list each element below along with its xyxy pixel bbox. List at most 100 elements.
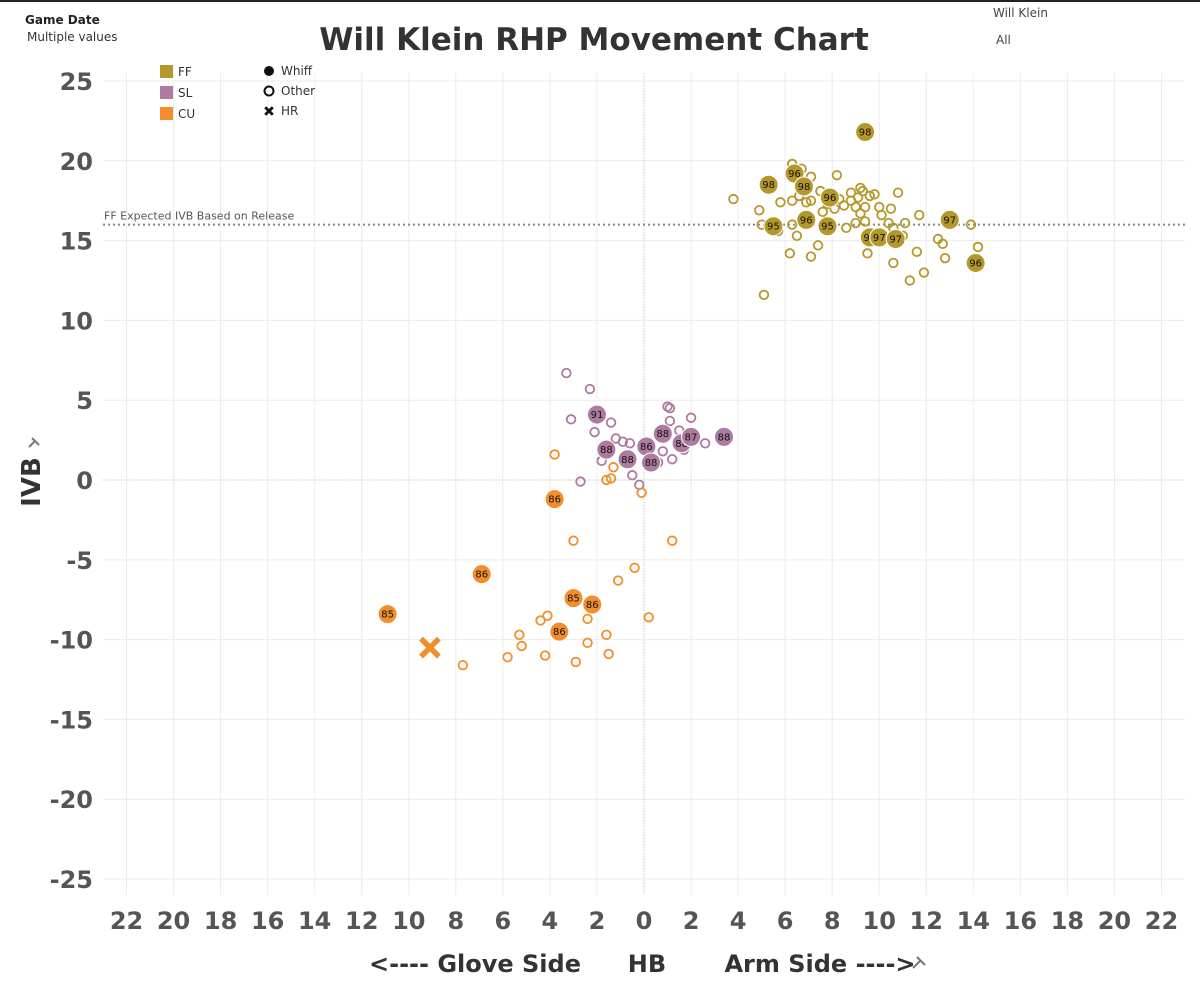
- x-tick-label: 18: [204, 907, 237, 935]
- pitch-point-sl: [575, 476, 586, 487]
- pitch-point-ff: [918, 267, 930, 278]
- y-tick-label: 20: [60, 148, 93, 176]
- pitch-point-ff: [805, 195, 817, 206]
- point-layer: 9896989896959695969797979691888886888888…: [377, 122, 986, 671]
- velocity-label: 85: [381, 610, 394, 621]
- player-filter-title: Will Klein: [993, 6, 1048, 20]
- velocity-label: 97: [873, 233, 886, 244]
- pitch-point-ff-whiff: [965, 252, 986, 273]
- x-tick-label: 8: [447, 907, 464, 935]
- pitch-point-ff: [784, 248, 796, 259]
- y-tick-label: -5: [66, 547, 93, 575]
- velocity-label: 85: [567, 594, 580, 605]
- pitch-point-cu: [516, 640, 527, 652]
- y-tick-label: 5: [76, 387, 93, 415]
- grid-layer: [103, 73, 1185, 895]
- velocity-label: 88: [656, 429, 669, 440]
- pitch-point-ff: [859, 216, 871, 227]
- axis-titles: <---- Glove Side HB Arm Side ----> IVB: [17, 437, 926, 978]
- y-tick-label: -10: [50, 627, 93, 655]
- pitch-point-ff: [728, 193, 739, 205]
- x-tick-label: 12: [910, 907, 943, 935]
- pitch-point-ff-whiff: [763, 216, 784, 237]
- x-tick-label: 16: [251, 907, 284, 935]
- x-tick-label: 12: [345, 907, 378, 935]
- pitch-point-ff: [857, 185, 868, 197]
- x-axis-title-arm: Arm Side ---->: [724, 950, 915, 978]
- x-tick-label: 6: [777, 907, 794, 935]
- pitch-point-sl: [664, 415, 676, 427]
- velocity-label: 98: [798, 182, 811, 193]
- pitch-point-sl-whiff: [713, 426, 734, 447]
- velocity-label: 86: [586, 600, 599, 611]
- pitch-point-sl: [667, 454, 678, 465]
- pin-icon: [912, 956, 926, 969]
- y-tick-label: 0: [76, 467, 93, 495]
- legend-swatch-sl: [160, 86, 173, 99]
- pitch-point-sl-whiff: [681, 426, 702, 447]
- pitch-point-sl: [657, 446, 669, 457]
- x-tick-label: 10: [392, 907, 425, 935]
- velocity-label: 88: [718, 432, 731, 443]
- pitch-point-cu: [535, 615, 546, 626]
- x-tick-label: 14: [298, 907, 331, 935]
- game-date-filter[interactable]: Game Date Multiple values: [25, 13, 118, 44]
- pitch-point-sl: [617, 436, 629, 447]
- pitch-point-ff: [911, 246, 923, 257]
- whiff-legend-icon: [264, 66, 274, 76]
- pin-icon: [28, 437, 40, 448]
- pitch-point-ff: [899, 217, 911, 229]
- pitch-point-ff: [859, 201, 871, 213]
- y-tick-label: -25: [50, 866, 93, 894]
- pitch-point-sl: [662, 401, 673, 412]
- x-tick-label: 4: [542, 907, 559, 935]
- x-tick-label: 16: [1004, 907, 1037, 935]
- pitch-point-sl-whiff: [641, 452, 662, 473]
- velocity-label: 96: [823, 193, 836, 204]
- reference-line-layer: FF Expected IVB Based on Release: [103, 210, 1185, 226]
- player-filter-value[interactable]: All: [996, 33, 1011, 47]
- game-date-filter-value[interactable]: Multiple values: [27, 30, 118, 44]
- pitch-point-cu: [603, 648, 614, 660]
- pitch-point-ff: [939, 252, 951, 264]
- chart-title: Will Klein RHP Movement Chart: [319, 22, 869, 58]
- tick-layer: 22 20 18 16 14 12 10 8 6 4 2 0 2 4 6 8 10 12 14 16 18 20 22252…: [50, 68, 1179, 935]
- x-tick-label: 22: [1145, 907, 1178, 935]
- pitch-point-sl: [685, 412, 697, 423]
- pitch-point-cu-whiff: [544, 489, 565, 510]
- legend-label-other: Other: [281, 84, 315, 98]
- pitch-point-cu: [636, 487, 647, 498]
- pitch-point-sl: [589, 426, 600, 438]
- pitch-point-ff-whiff: [855, 122, 876, 143]
- pitch-point-ff: [937, 238, 948, 249]
- pitch-point-ff: [841, 222, 852, 234]
- x-tick-label: 2: [683, 907, 700, 935]
- pitch-point-cu-whiff: [549, 621, 570, 642]
- x-tick-label: 10: [863, 907, 896, 935]
- pitch-point-sl: [565, 414, 577, 425]
- pitch-point-ff: [869, 189, 880, 200]
- pitch-point-cu: [570, 656, 581, 668]
- velocity-label: 86: [475, 570, 488, 581]
- x-tick-label: 20: [1098, 907, 1131, 935]
- pitch-point-cu-whiff: [563, 588, 584, 609]
- pitch-point-cu: [667, 535, 678, 546]
- velocity-label: 88: [675, 439, 688, 450]
- pitch-point-ff: [845, 187, 857, 198]
- pitch-point-cu: [608, 462, 619, 473]
- pitch-point-ff: [801, 197, 812, 208]
- pitch-point-ff: [862, 248, 873, 259]
- x-tick-label: 4: [730, 907, 747, 935]
- x-tick-label: 18: [1051, 907, 1084, 935]
- pitch-point-sl: [699, 438, 711, 449]
- pitch-point-cu: [612, 575, 624, 586]
- pitch-point-sl: [584, 383, 596, 395]
- x-axis-title-glove: <---- Glove Side: [369, 950, 581, 978]
- legend-label-ff: FF: [178, 65, 192, 79]
- pitch-point-ff: [914, 209, 925, 221]
- pitch-point-cu: [582, 637, 593, 649]
- pitch-point-ff: [850, 217, 861, 229]
- pitch-point-sl: [561, 367, 572, 379]
- y-tick-label: 10: [60, 307, 93, 335]
- pitch-point-ff-whiff: [796, 209, 817, 230]
